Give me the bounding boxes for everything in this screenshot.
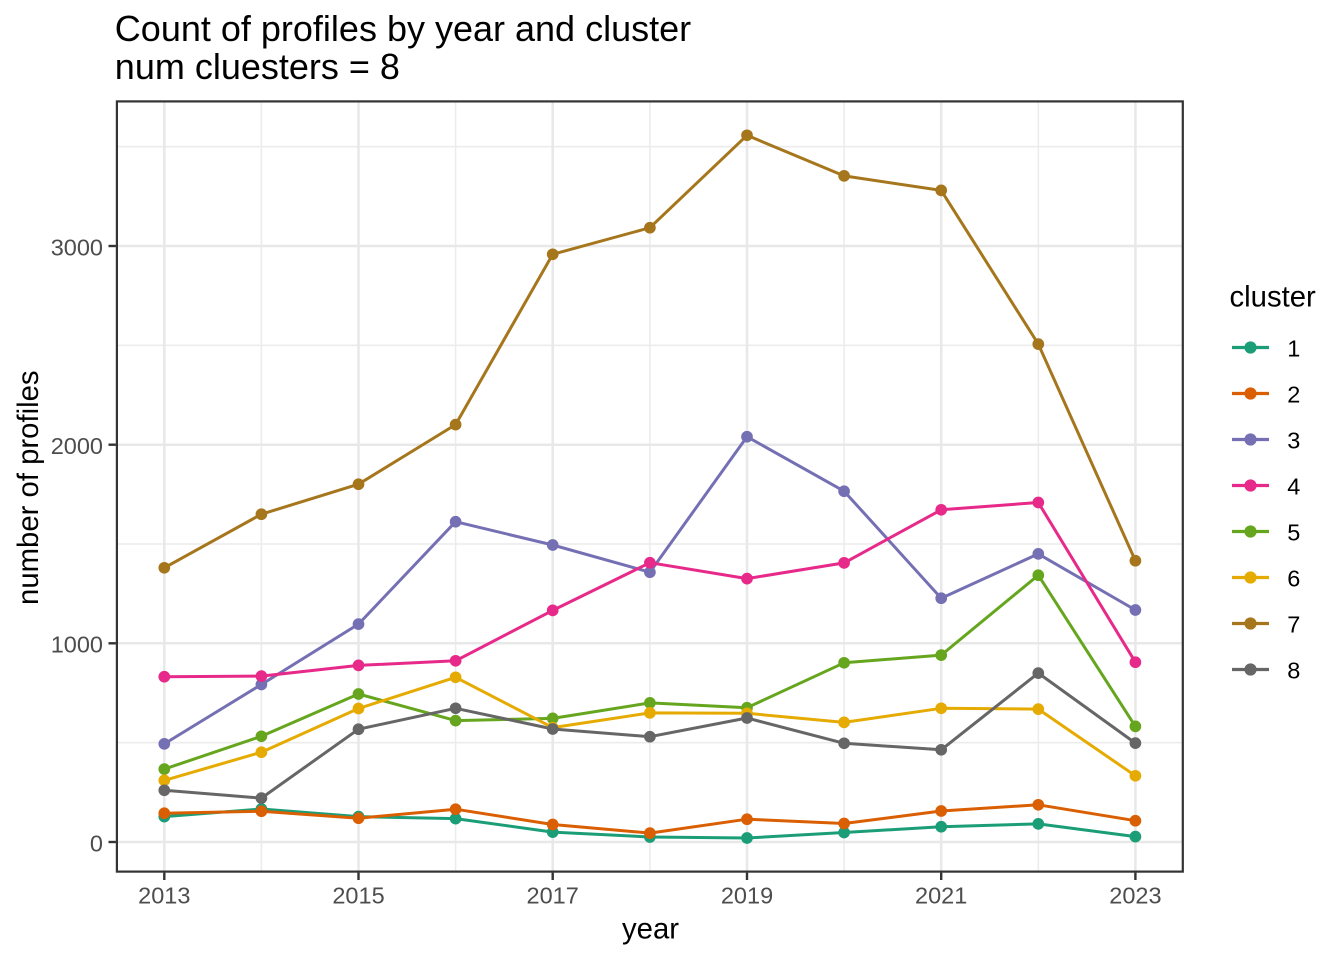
svg-text:2000: 2000 xyxy=(51,433,103,459)
svg-text:1000: 1000 xyxy=(51,632,103,658)
svg-text:2013: 2013 xyxy=(138,882,190,908)
svg-text:4: 4 xyxy=(1287,474,1300,500)
svg-text:0: 0 xyxy=(90,830,103,856)
svg-text:2021: 2021 xyxy=(915,882,967,908)
svg-text:2: 2 xyxy=(1287,382,1300,408)
svg-text:7: 7 xyxy=(1287,612,1300,638)
svg-text:cluster: cluster xyxy=(1230,281,1317,314)
svg-text:2015: 2015 xyxy=(332,882,384,908)
svg-text:Count of profiles by year and: Count of profiles by year and cluster xyxy=(115,8,691,49)
svg-text:num cluesters = 8: num cluesters = 8 xyxy=(115,46,400,87)
svg-text:3000: 3000 xyxy=(51,234,103,260)
svg-text:2023: 2023 xyxy=(1109,882,1161,908)
svg-text:8: 8 xyxy=(1287,658,1300,684)
svg-text:2019: 2019 xyxy=(721,882,773,908)
svg-text:2017: 2017 xyxy=(527,882,579,908)
svg-text:5: 5 xyxy=(1287,520,1300,546)
svg-text:number of profiles: number of profiles xyxy=(12,370,45,605)
svg-text:1: 1 xyxy=(1287,336,1300,362)
svg-text:3: 3 xyxy=(1287,428,1300,454)
svg-text:6: 6 xyxy=(1287,566,1300,592)
svg-text:year: year xyxy=(622,912,679,945)
